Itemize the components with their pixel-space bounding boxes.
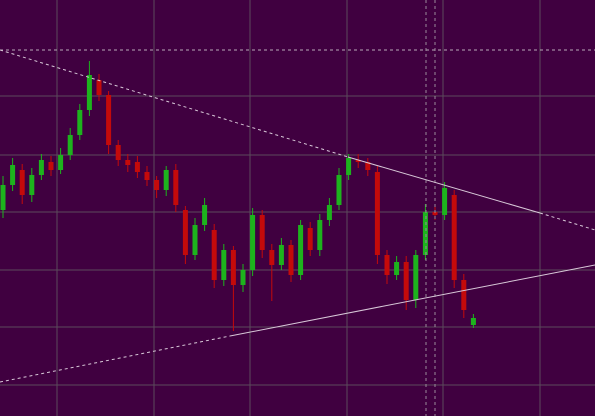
trendline-lower bbox=[229, 264, 595, 337]
candle-body bbox=[77, 110, 83, 135]
candle-body bbox=[192, 225, 198, 255]
candle-body bbox=[0, 185, 6, 210]
candle-body bbox=[163, 170, 169, 190]
candle-body bbox=[394, 262, 400, 275]
candle-body bbox=[115, 145, 121, 160]
candle-body bbox=[211, 230, 217, 280]
candle-body bbox=[317, 220, 323, 250]
trendline-upper bbox=[347, 156, 541, 214]
trendline-upper-ext bbox=[0, 49, 349, 158]
candle-body bbox=[259, 215, 265, 250]
candle-body bbox=[230, 250, 236, 285]
candle-body bbox=[298, 225, 304, 275]
candle-body bbox=[29, 175, 35, 195]
candle-body bbox=[250, 215, 256, 270]
candle-body bbox=[58, 155, 64, 170]
candle-body bbox=[48, 162, 54, 170]
candles bbox=[0, 61, 476, 331]
candle-body bbox=[10, 165, 16, 185]
candle-body bbox=[269, 250, 275, 265]
candle-body bbox=[326, 205, 332, 220]
candle-body bbox=[451, 195, 457, 280]
candle-body bbox=[96, 80, 102, 95]
candle-body bbox=[307, 228, 313, 250]
candle-body bbox=[470, 318, 476, 325]
candle-body bbox=[374, 172, 380, 255]
candle-body bbox=[173, 170, 179, 205]
candle-body bbox=[403, 262, 409, 300]
candle-body bbox=[346, 158, 352, 175]
candle-body bbox=[432, 212, 438, 215]
candle-body bbox=[38, 160, 44, 175]
candle-body bbox=[125, 160, 131, 165]
candle-body bbox=[86, 75, 92, 110]
candle-body bbox=[422, 212, 428, 255]
candle-body bbox=[240, 270, 246, 285]
candle-body bbox=[365, 162, 371, 170]
candle-body bbox=[461, 280, 467, 310]
candle-body bbox=[221, 250, 227, 280]
candle-body bbox=[67, 135, 73, 155]
candle-body bbox=[442, 188, 448, 215]
candle-body bbox=[413, 255, 419, 300]
candle-body bbox=[355, 160, 361, 162]
candle-body bbox=[336, 175, 342, 205]
candle-body bbox=[106, 95, 112, 145]
candle-body bbox=[288, 245, 294, 275]
candle-body bbox=[202, 205, 208, 225]
candle-body bbox=[134, 162, 140, 172]
candle-body bbox=[384, 255, 390, 275]
candle-body bbox=[154, 180, 160, 190]
candle-body bbox=[278, 245, 284, 265]
candle-body bbox=[144, 172, 150, 180]
candle-body bbox=[19, 170, 25, 195]
candle-body bbox=[182, 210, 188, 255]
